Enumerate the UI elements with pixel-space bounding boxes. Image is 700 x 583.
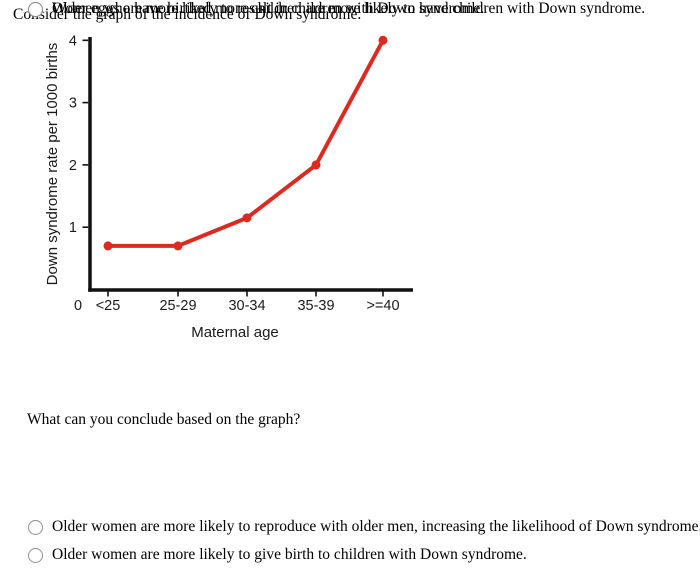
- option-label: Older women are more likely to give birt…: [52, 546, 527, 563]
- data-point: [378, 35, 388, 45]
- radio-button[interactable]: [28, 1, 43, 17]
- option-label: Older women are more likely to reproduce…: [52, 518, 700, 535]
- option-label: Women who have birthed more children are…: [52, 0, 646, 17]
- origin-label: 0: [74, 298, 82, 314]
- data-point: [242, 213, 252, 223]
- x-tick-label: 30-34: [228, 298, 265, 314]
- answer-option[interactable]: Older women are more likely to give birt…: [28, 546, 527, 564]
- x-tick-label: 35-39: [297, 298, 334, 314]
- answer-option[interactable]: Older eggs are more likely to result in …: [28, 0, 484, 18]
- x-tick-label: <25: [96, 298, 121, 314]
- question-text: What can you conclude based on the graph…: [27, 411, 301, 428]
- answer-option[interactable]: Older women are more likely to reproduce…: [28, 518, 700, 536]
- radio-button[interactable]: [28, 547, 43, 563]
- y-axis-title: Down syndrome rate per 1000 births: [44, 43, 61, 286]
- incidence-line-chart: 1 2 3 4 0 <25 25-29 30-34 35-39 >=40 Maternal age D…: [44, 33, 413, 341]
- y-tick-label: 1: [69, 220, 77, 236]
- y-tick-label: 2: [69, 158, 77, 174]
- data-point: [103, 241, 113, 251]
- option-label: Older eggs are more likely to result in …: [52, 0, 485, 17]
- y-tick-label: 3: [69, 96, 77, 112]
- x-axis-title: Maternal age: [191, 324, 279, 341]
- y-tick-label: 4: [69, 33, 77, 49]
- x-tick-label: >=40: [366, 298, 399, 314]
- x-tick-label: 25-29: [159, 298, 196, 314]
- data-point: [311, 160, 321, 170]
- data-point: [173, 241, 183, 251]
- intro-text: Consider the graph of the incidence of D…: [13, 6, 362, 23]
- radio-button[interactable]: [28, 519, 43, 535]
